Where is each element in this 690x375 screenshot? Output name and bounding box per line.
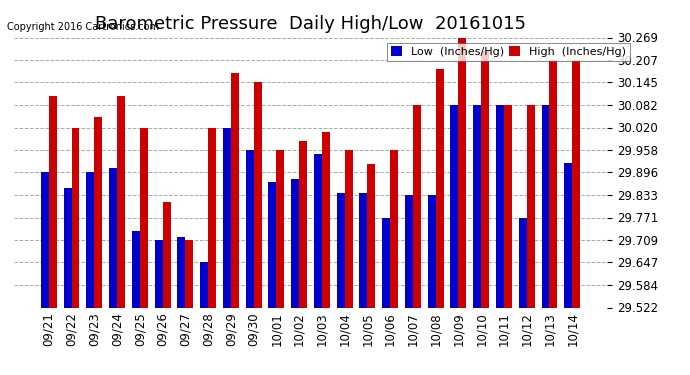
Bar	[231, 73, 239, 375]
Bar	[299, 141, 307, 375]
Bar	[481, 51, 489, 375]
Bar	[132, 231, 140, 375]
Bar	[208, 128, 216, 375]
Bar	[428, 195, 435, 375]
Title: Barometric Pressure  Daily High/Low  20161015: Barometric Pressure Daily High/Low 20161…	[95, 15, 526, 33]
Bar	[95, 117, 102, 375]
Bar	[572, 60, 580, 375]
Bar	[390, 150, 398, 375]
Bar	[549, 60, 558, 375]
Legend: Low  (Inches/Hg), High  (Inches/Hg): Low (Inches/Hg), High (Inches/Hg)	[387, 43, 629, 60]
Bar	[277, 150, 284, 375]
Bar	[542, 105, 549, 375]
Bar	[86, 172, 95, 375]
Bar	[200, 262, 208, 375]
Bar	[519, 217, 526, 375]
Bar	[49, 96, 57, 375]
Bar	[268, 182, 277, 375]
Bar	[63, 188, 72, 375]
Bar	[405, 195, 413, 375]
Bar	[223, 128, 231, 375]
Bar	[186, 240, 193, 375]
Text: Copyright 2016 Cartronics.com: Copyright 2016 Cartronics.com	[7, 22, 159, 32]
Bar	[367, 164, 375, 375]
Bar	[526, 105, 535, 375]
Bar	[344, 150, 353, 375]
Bar	[451, 105, 458, 375]
Bar	[291, 179, 299, 375]
Bar	[246, 150, 254, 375]
Bar	[155, 240, 163, 375]
Bar	[382, 217, 390, 375]
Bar	[41, 172, 49, 375]
Bar	[140, 128, 148, 375]
Bar	[504, 105, 512, 375]
Bar	[117, 96, 125, 375]
Bar	[254, 82, 262, 375]
Bar	[177, 237, 186, 375]
Bar	[109, 168, 117, 375]
Bar	[458, 38, 466, 375]
Bar	[72, 128, 79, 375]
Bar	[337, 193, 344, 375]
Bar	[314, 154, 322, 375]
Bar	[473, 105, 481, 375]
Bar	[496, 105, 504, 375]
Bar	[359, 193, 367, 375]
Bar	[322, 132, 330, 375]
Bar	[435, 69, 444, 375]
Bar	[413, 105, 421, 375]
Bar	[163, 202, 170, 375]
Bar	[564, 163, 572, 375]
